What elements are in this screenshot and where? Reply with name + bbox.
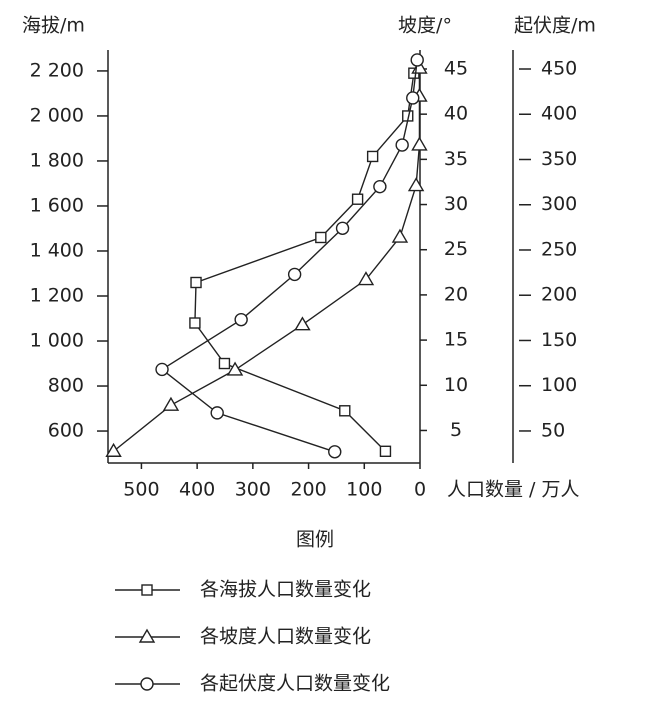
y2-tick-label: 5 [450, 419, 462, 441]
point [162, 396, 180, 411]
x-axis-title: 人口数量 / 万人 [447, 479, 579, 501]
y2-tick-label: 10 [444, 374, 468, 396]
y-axis-title: 海拔/m [22, 15, 85, 37]
point [339, 405, 351, 417]
point [335, 221, 350, 235]
y3-tick-label: 400 [541, 103, 577, 125]
series-line [160, 59, 418, 453]
point [190, 276, 202, 289]
legend-label: 各坡度人口数量变化 [200, 626, 371, 648]
point [155, 362, 169, 377]
point [315, 231, 327, 244]
y-tick-label: 600 [48, 420, 84, 442]
point [391, 228, 409, 243]
y-tick-label: 1 400 [30, 239, 84, 261]
y2-tick-label: 45 [444, 57, 468, 79]
point [411, 136, 428, 151]
y3-tick-label: 50 [541, 419, 565, 441]
y-tick-label: 2 200 [30, 59, 84, 81]
y2-tick-label: 20 [444, 283, 468, 305]
point [294, 316, 311, 331]
y-tick-label: 2 000 [30, 104, 84, 126]
y-tick-label: 1 200 [30, 284, 84, 306]
point [226, 361, 244, 376]
y2-tick-label: 35 [444, 148, 468, 170]
y2-tick-label: 25 [444, 238, 468, 260]
point [407, 177, 425, 192]
y-tick-label: 1 800 [30, 149, 84, 171]
y-tick-label: 1 000 [30, 330, 84, 352]
y2-axis-title: 坡度/° [398, 15, 452, 37]
legend-marker [140, 677, 154, 691]
point [351, 193, 364, 205]
point [379, 445, 392, 457]
x-tick-label: 200 [290, 479, 326, 501]
legend-title: 图例 [296, 529, 334, 551]
point [210, 406, 224, 420]
x-tick-label: 500 [123, 479, 159, 501]
y-tick-label: 1 600 [30, 194, 84, 216]
point [105, 442, 122, 457]
y3-tick-label: 200 [541, 284, 577, 306]
y-tick-label: 800 [48, 375, 84, 397]
y2-tick-label: 15 [444, 329, 468, 351]
point [287, 267, 302, 282]
legend-label: 各起伏度人口数量变化 [200, 673, 390, 695]
point [395, 138, 409, 152]
y3-tick-label: 250 [541, 238, 577, 260]
y3-axis-title: 起伏度/m [514, 15, 596, 37]
x-tick-label: 400 [179, 479, 215, 501]
point [373, 179, 387, 194]
point [328, 445, 342, 459]
y3-tick-label: 350 [541, 148, 577, 170]
x-tick-label: 0 [414, 479, 426, 501]
point [189, 317, 201, 329]
series-line [113, 68, 421, 452]
y2-tick-label: 30 [444, 193, 468, 215]
x-tick-label: 100 [346, 479, 382, 501]
point [406, 91, 420, 105]
legend-label: 各海拔人口数量变化 [200, 579, 371, 601]
point [410, 53, 424, 67]
point [218, 357, 231, 370]
legend-marker [141, 584, 153, 596]
y3-tick-label: 300 [541, 193, 577, 215]
y3-tick-label: 150 [541, 329, 577, 351]
point [357, 271, 375, 286]
legend-marker [138, 628, 156, 643]
point [366, 150, 379, 163]
y3-tick-label: 450 [541, 58, 577, 80]
x-tick-label: 300 [235, 479, 271, 501]
series-line [194, 73, 415, 452]
y2-tick-label: 40 [444, 103, 468, 125]
y3-tick-label: 100 [541, 374, 577, 396]
point [234, 312, 248, 327]
